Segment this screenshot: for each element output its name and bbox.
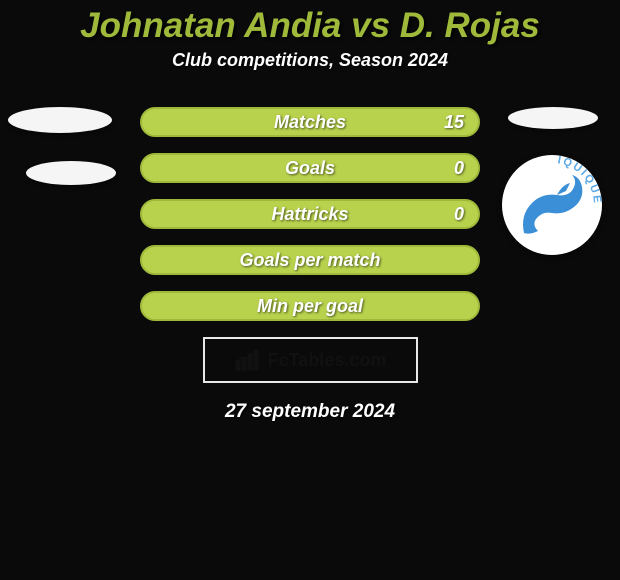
- stat-pill: Goals per match: [140, 245, 480, 275]
- subtitle: Club competitions, Season 2024: [0, 50, 620, 71]
- stat-pill: Min per goal: [140, 291, 480, 321]
- stat-value-right: 15: [444, 109, 464, 135]
- stat-label: Goals: [142, 155, 478, 181]
- stat-label: Matches: [142, 109, 478, 135]
- stat-value-right: 0: [454, 201, 464, 227]
- stat-value-right: 0: [454, 155, 464, 181]
- branding-text: FcTables.com: [268, 350, 387, 371]
- stat-label: Min per goal: [142, 293, 478, 319]
- stat-pill: Matches15: [140, 107, 480, 137]
- dragon-icon: IQUIQUE: [502, 155, 602, 255]
- team-badge-iquique: IQUIQUE: [502, 155, 602, 255]
- stat-label: Hattricks: [142, 201, 478, 227]
- placeholder-oval: [26, 161, 116, 185]
- right-player-placeholder: IQUIQUE: [502, 107, 612, 255]
- bar-chart-icon: [234, 348, 262, 372]
- placeholder-oval: [8, 107, 112, 133]
- stat-label: Goals per match: [142, 247, 478, 273]
- page-title: Johnatan Andia vs D. Rojas: [0, 0, 620, 46]
- date-label: 27 september 2024: [0, 401, 620, 423]
- stats-area: IQUIQUE Matches15Goals0Hattricks0Goals p…: [0, 107, 620, 321]
- stat-pill: Hattricks0: [140, 199, 480, 229]
- placeholder-oval: [508, 107, 598, 129]
- branding-box: FcTables.com: [203, 337, 418, 383]
- stat-pill: Goals0: [140, 153, 480, 183]
